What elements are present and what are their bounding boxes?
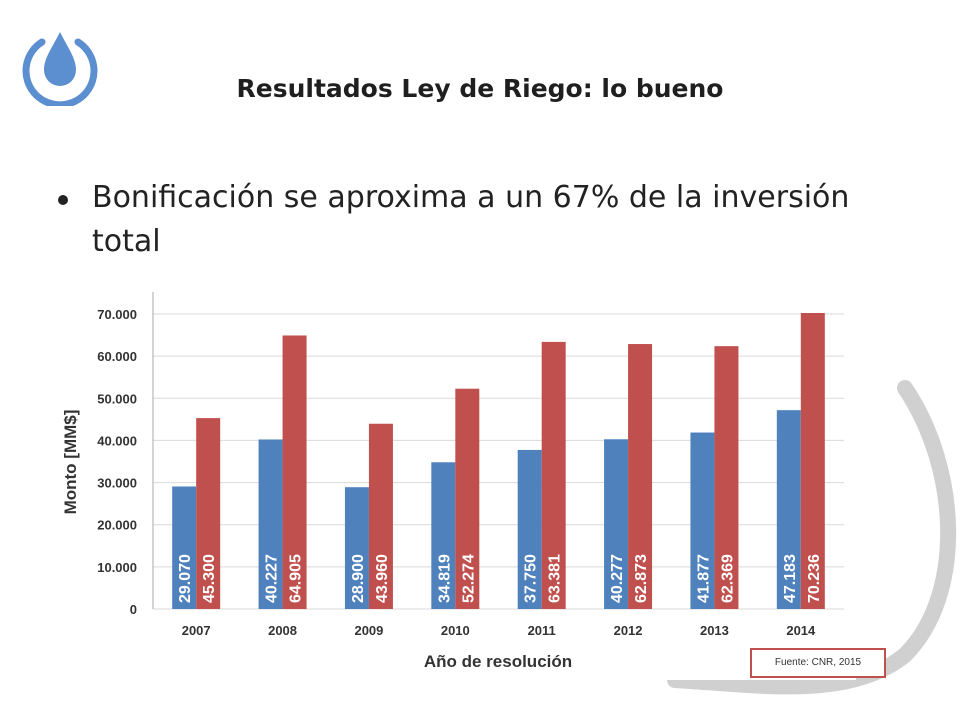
bar-series-1	[172, 486, 197, 609]
bar-value-label: 34.819	[436, 554, 453, 603]
x-tick-label: 2012	[614, 623, 643, 638]
x-axis-title: Año de resolución	[424, 652, 572, 671]
bar-value-label: 62.369	[719, 554, 736, 603]
decorative-arc	[667, 380, 957, 695]
bar-value-label: 63.381	[547, 554, 564, 603]
bar-series-2	[541, 341, 566, 609]
y-tick-label: 20.000	[97, 518, 137, 533]
x-tick-label: 2011	[528, 623, 556, 638]
bar-series-2	[455, 388, 480, 609]
bar-value-label: 40.227	[264, 554, 281, 603]
x-tick-label: 2009	[354, 623, 383, 638]
bar-series-2	[196, 418, 221, 609]
y-tick-label: 0	[130, 602, 137, 617]
y-tick-label: 60.000	[97, 349, 137, 364]
source-note: Fuente: CNR, 2015	[750, 648, 886, 678]
bar-value-label: 62.873	[633, 554, 650, 603]
bar-value-label: 43.960	[374, 554, 391, 603]
bar-value-label: 40.277	[609, 554, 626, 603]
bar-value-label: 64.905	[288, 554, 305, 603]
bar-value-label: 29.070	[177, 554, 194, 603]
x-tick-label: 2014	[786, 623, 816, 638]
bar-series-1	[344, 487, 369, 609]
bar-series-2	[800, 313, 825, 609]
x-tick-label: 2007	[182, 623, 211, 638]
y-tick-label: 70.000	[97, 307, 137, 322]
bar-series-1	[517, 449, 542, 609]
bar-value-label: 52.274	[460, 554, 477, 603]
bar-series-1	[690, 432, 715, 609]
x-tick-label: 2010	[441, 623, 470, 638]
bar-value-label: 28.900	[350, 554, 367, 603]
bullet-text: Bonificación se aproxima a un 67% de la …	[92, 180, 850, 259]
y-axis-title: Monto [MM$]	[61, 410, 80, 515]
water-drop-icon	[22, 32, 98, 106]
y-tick-label: 40.000	[97, 433, 137, 448]
x-tick-label: 2013	[700, 623, 729, 638]
bar-series-1	[431, 462, 456, 609]
bar-series-2	[368, 423, 393, 609]
bar-value-label: 41.877	[695, 554, 712, 603]
bar-series-2	[628, 344, 653, 609]
x-tick-label: 2008	[268, 623, 297, 638]
bar-value-label: 37.750	[523, 554, 540, 603]
bar-series-1	[604, 439, 629, 609]
y-tick-label: 30.000	[97, 476, 137, 491]
bar-series-1	[258, 439, 283, 609]
bar-value-label: 45.300	[201, 554, 218, 603]
bar-series-2	[714, 346, 739, 609]
y-tick-label: 50.000	[97, 391, 137, 406]
slide-title: Resultados Ley de Riego: lo bueno	[236, 74, 724, 103]
bar-series-2	[282, 335, 307, 609]
bar-series-1	[776, 410, 801, 609]
bar-chart: 0 10.000 20.000 30.000 40.000 50.000 60.000 70.…	[56, 290, 856, 680]
y-tick-label: 10.000	[97, 560, 137, 575]
bar-value-label: 70.236	[806, 554, 823, 603]
bullet-marker	[58, 195, 68, 205]
bar-value-label: 47.183	[782, 554, 799, 603]
